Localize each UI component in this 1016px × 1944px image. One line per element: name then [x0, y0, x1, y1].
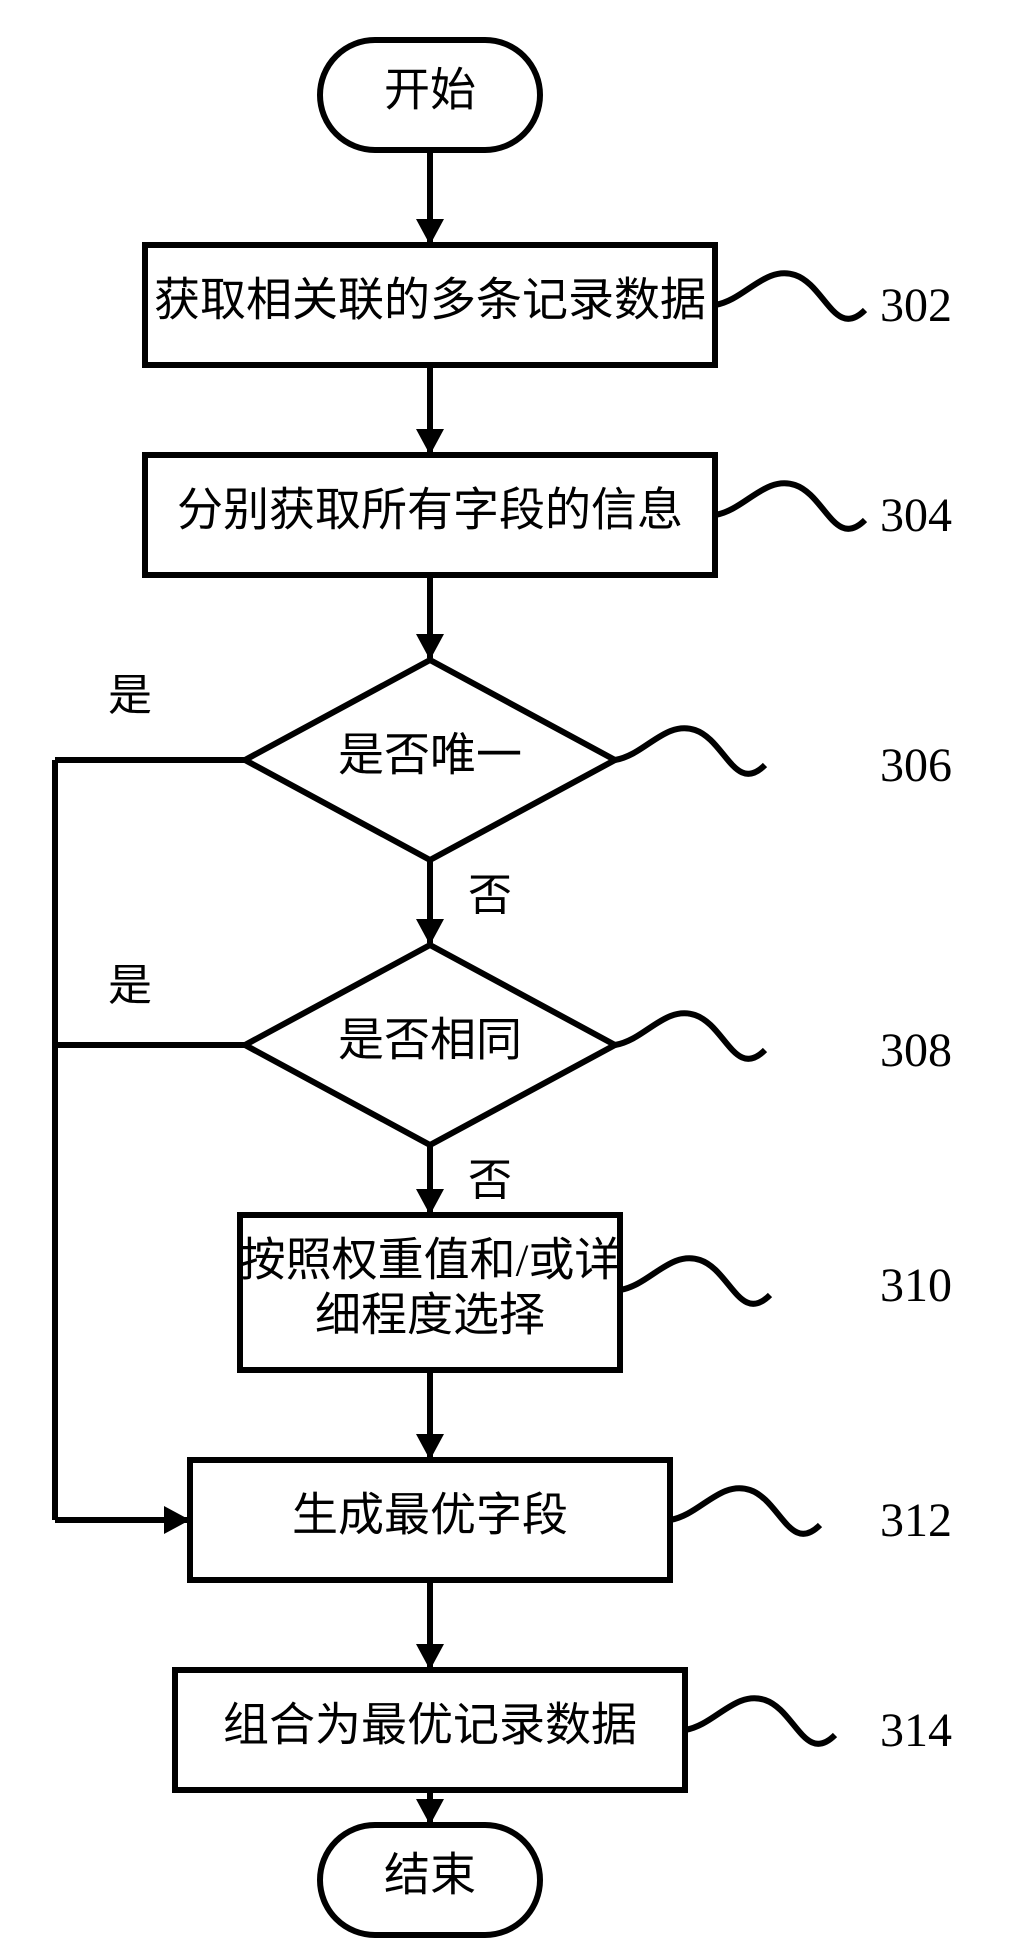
edge-302-304 — [416, 365, 444, 455]
step302-box: 获取相关联的多条记录数据 — [145, 245, 715, 365]
edge-304-306 — [416, 575, 444, 660]
step-label-l304: 304 — [880, 489, 952, 542]
step312-text-line-0: 生成最优字段 — [292, 1490, 568, 1541]
step310-text-line-1: 细程度选择 — [315, 1290, 545, 1341]
edge-label-no308: 否 — [468, 1156, 512, 1205]
edge-312-314 — [416, 1580, 444, 1670]
step-label-l302: 302 — [880, 279, 952, 332]
step302-text-line-0: 获取相关联的多条记录数据 — [154, 275, 706, 326]
squiggle-310 — [620, 1258, 770, 1304]
edge-310-312 — [416, 1370, 444, 1460]
step304-box: 分别获取所有字段的信息 — [145, 455, 715, 575]
step-label-l306: 306 — [880, 739, 952, 792]
step310-text-line-0: 按照权重值和/或详 — [240, 1234, 621, 1285]
squiggle-306 — [615, 728, 765, 774]
step-label-l312: 312 — [880, 1494, 952, 1547]
step314-box: 组合为最优记录数据 — [175, 1670, 685, 1790]
edge-314-end — [416, 1790, 444, 1825]
squiggle-304 — [715, 483, 865, 529]
edge-label-no306: 否 — [468, 871, 512, 920]
step304-text-line-0: 分别获取所有字段的信息 — [177, 485, 683, 536]
edge-306-308 — [416, 860, 444, 945]
squiggle-308 — [615, 1013, 765, 1059]
edge-308-310 — [416, 1145, 444, 1215]
squiggle-314 — [685, 1698, 835, 1744]
step308-text: 是否相同 — [338, 1015, 522, 1066]
step314-text-line-0: 组合为最优记录数据 — [223, 1700, 637, 1751]
end-terminal: 结束 — [320, 1825, 540, 1935]
yes-merge-bus — [55, 760, 245, 1534]
step312-box: 生成最优字段 — [190, 1460, 670, 1580]
edge-label-yes308: 是 — [108, 961, 152, 1010]
end-terminal-text: 结束 — [384, 1850, 476, 1901]
step306-text: 是否唯一 — [338, 730, 522, 781]
step-label-l308: 308 — [880, 1024, 952, 1077]
step310-box: 按照权重值和/或详细程度选择 — [240, 1215, 621, 1370]
squiggle-312 — [670, 1488, 820, 1534]
step306-diamond: 是否唯一 — [245, 660, 615, 860]
step-label-l310: 310 — [880, 1259, 952, 1312]
step308-diamond: 是否相同 — [245, 945, 615, 1145]
start-terminal-text: 开始 — [384, 65, 476, 116]
start-terminal: 开始 — [320, 40, 540, 150]
edge-start-302 — [416, 150, 444, 245]
squiggle-302 — [715, 273, 865, 319]
edge-label-yes306: 是 — [108, 671, 152, 720]
step-label-l314: 314 — [880, 1704, 952, 1757]
